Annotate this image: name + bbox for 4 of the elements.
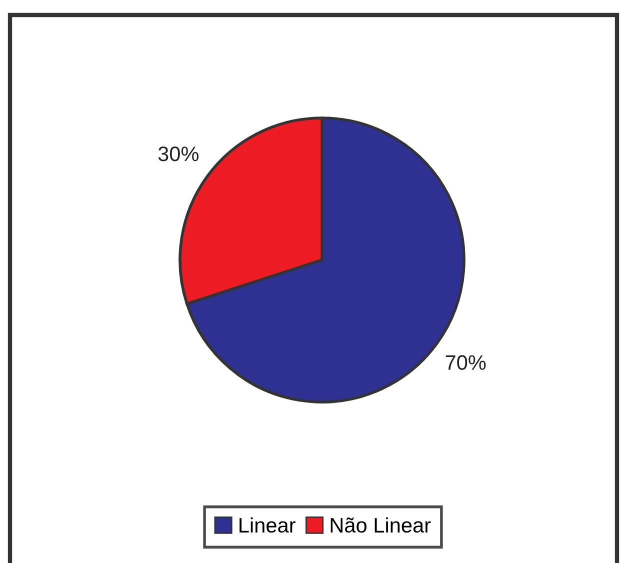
data-label: 70%	[446, 355, 486, 370]
legend-label: Linear	[240, 517, 296, 533]
data-label: 30%	[158, 146, 199, 162]
legend-label: Não Linear	[330, 517, 431, 533]
